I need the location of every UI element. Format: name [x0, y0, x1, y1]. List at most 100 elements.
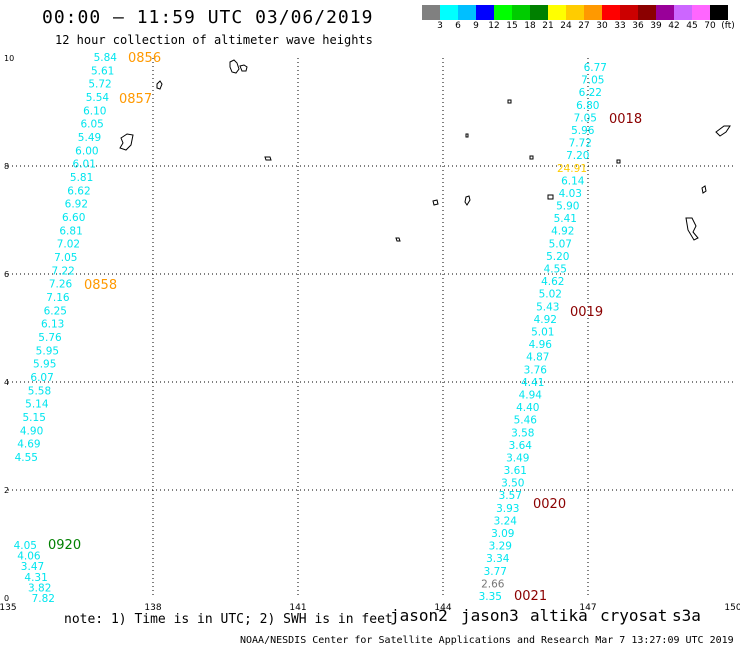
wave-height-value: 4.03	[559, 188, 582, 200]
legend-altika: altika	[530, 606, 588, 625]
color-swatch	[620, 5, 638, 20]
footer-note: note: 1) Time is in UTC; 2) SWH is in fe…	[64, 612, 393, 627]
lat-lon-grid: 135 138 141 144 147 150 10 8 6 4 2 0	[0, 54, 740, 613]
pass-time-label: 0020	[533, 497, 566, 512]
wave-height-value: 6.92	[65, 199, 88, 211]
wave-height-value: 3.34	[486, 553, 510, 565]
color-scale-bar	[422, 5, 728, 20]
track-jason3-west: 5.845.61 5.725.546.10 6.055.496.00 6.015.81…	[15, 52, 118, 464]
island-outline	[715, 125, 731, 137]
wave-height-value: 5.43	[536, 301, 559, 313]
wave-height-value: 3.58	[511, 427, 534, 439]
wave-height-value: 3.61	[504, 465, 527, 477]
color-swatch	[692, 5, 710, 20]
island-outline	[465, 133, 469, 138]
wave-height-value: 4.31	[24, 572, 47, 584]
island-outline	[395, 237, 401, 242]
map-subtitle: 12 hour collection of altimeter wave hei…	[55, 33, 373, 47]
color-scale-label: 3	[437, 21, 443, 31]
track-jason3-east: 6.777.056.226.807.055.967.727.2024.916.1…	[479, 62, 607, 603]
color-scale-label: 24	[560, 21, 572, 31]
island-outline	[529, 155, 534, 160]
wave-height-value: 6.22	[579, 87, 602, 99]
pass-time-label: 0857	[119, 92, 152, 107]
wave-height-value: 7.22	[51, 265, 74, 277]
wave-height-value: 4.94	[519, 389, 543, 401]
wave-height-value: 4.41	[521, 377, 544, 389]
island-outline	[264, 156, 272, 161]
wave-height-value: 3.93	[496, 503, 519, 515]
wave-height-value: 6.60	[62, 212, 85, 224]
wave-height-value: 7.05	[581, 75, 604, 87]
color-scale-label: 39	[650, 21, 662, 31]
color-swatch	[602, 5, 620, 20]
color-scale-label: 18	[524, 21, 536, 31]
wave-height-value: 5.15	[23, 412, 46, 424]
wave-height-value: 3.49	[506, 452, 529, 464]
x-tick-label: 144	[434, 603, 451, 613]
wave-height-value: 5.41	[554, 213, 577, 225]
color-scale-label: 70	[704, 21, 716, 31]
color-scale-label: 42	[668, 21, 680, 31]
y-tick-label: 2	[4, 486, 9, 495]
wave-height-value: 5.54	[86, 92, 110, 104]
wave-height-value: 4.90	[20, 425, 43, 437]
wave-height-value: 4.55	[15, 452, 38, 464]
color-swatch	[584, 5, 602, 20]
wave-height-value: 5.72	[88, 79, 111, 91]
y-tick-label: 6	[4, 270, 9, 279]
pass-time-labels: 0856 0857 0858 0920 0018 0019 0020 0021	[48, 51, 642, 604]
wave-height-value: 7.26	[49, 279, 73, 291]
color-swatch	[512, 5, 530, 20]
color-scale-label: 36	[632, 21, 644, 31]
wave-height-value: 3.47	[21, 561, 44, 573]
color-scale-label: 15	[506, 21, 518, 31]
wave-height-value: 4.05	[14, 540, 37, 552]
x-tick-label: 141	[289, 603, 306, 613]
island-outline	[685, 217, 699, 241]
wave-height-value: 6.10	[83, 105, 106, 117]
wave-height-value: 6.00	[75, 145, 98, 157]
x-tick-label: 138	[144, 603, 161, 613]
wave-height-value: 5.96	[571, 125, 595, 137]
wave-height-value: 4.55	[544, 264, 567, 276]
pass-time-label: 0920	[48, 538, 81, 553]
wave-height-value: 4.06	[17, 551, 41, 563]
color-swatch	[638, 5, 656, 20]
wave-height-value: 5.95	[36, 345, 59, 357]
island-outline	[701, 185, 707, 194]
wave-height-value: 6.14	[561, 175, 585, 187]
wave-height-value: 5.84	[94, 52, 118, 64]
color-swatch	[440, 5, 458, 20]
color-swatch	[422, 5, 440, 20]
color-swatch	[674, 5, 692, 20]
island-outline	[464, 195, 471, 206]
pass-time-label: 0021	[514, 589, 547, 604]
wave-height-value: 2.66	[481, 578, 505, 590]
y-tick-label: 8	[4, 162, 9, 171]
wave-height-value: 6.62	[67, 185, 90, 197]
wave-height-value: 5.58	[28, 385, 51, 397]
pass-time-label: 0019	[570, 305, 603, 320]
wave-height-value: 7.05	[54, 252, 77, 264]
pass-time-label: 0856	[128, 51, 161, 66]
wave-height-value: 6.25	[44, 305, 67, 317]
wave-height-value: 3.82	[28, 582, 51, 594]
wave-height-value: 4.92	[551, 226, 574, 238]
wave-height-value: 5.20	[546, 251, 569, 263]
x-tick-label: 147	[579, 603, 596, 613]
wave-height-value: 4.96	[529, 339, 553, 351]
wave-height-value: 5.49	[78, 132, 101, 144]
wave-height-value: 3.76	[524, 364, 548, 376]
wave-height-value: 5.02	[539, 289, 562, 301]
wave-height-value: 7.05	[574, 112, 597, 124]
wave-height-value: 6.05	[80, 119, 103, 131]
y-tick-label: 10	[4, 54, 14, 63]
color-scale-labels: 3 6 9 12 15 18 21 24 27 30 33 36 39 42 45 70 (ft)	[422, 21, 740, 33]
wave-height-value: 6.07	[30, 372, 53, 384]
island-outlines	[119, 59, 731, 242]
wave-height-value: 6.81	[59, 225, 82, 237]
color-scale-label: 9	[473, 21, 479, 31]
legend-s3a: s3a	[672, 606, 701, 625]
